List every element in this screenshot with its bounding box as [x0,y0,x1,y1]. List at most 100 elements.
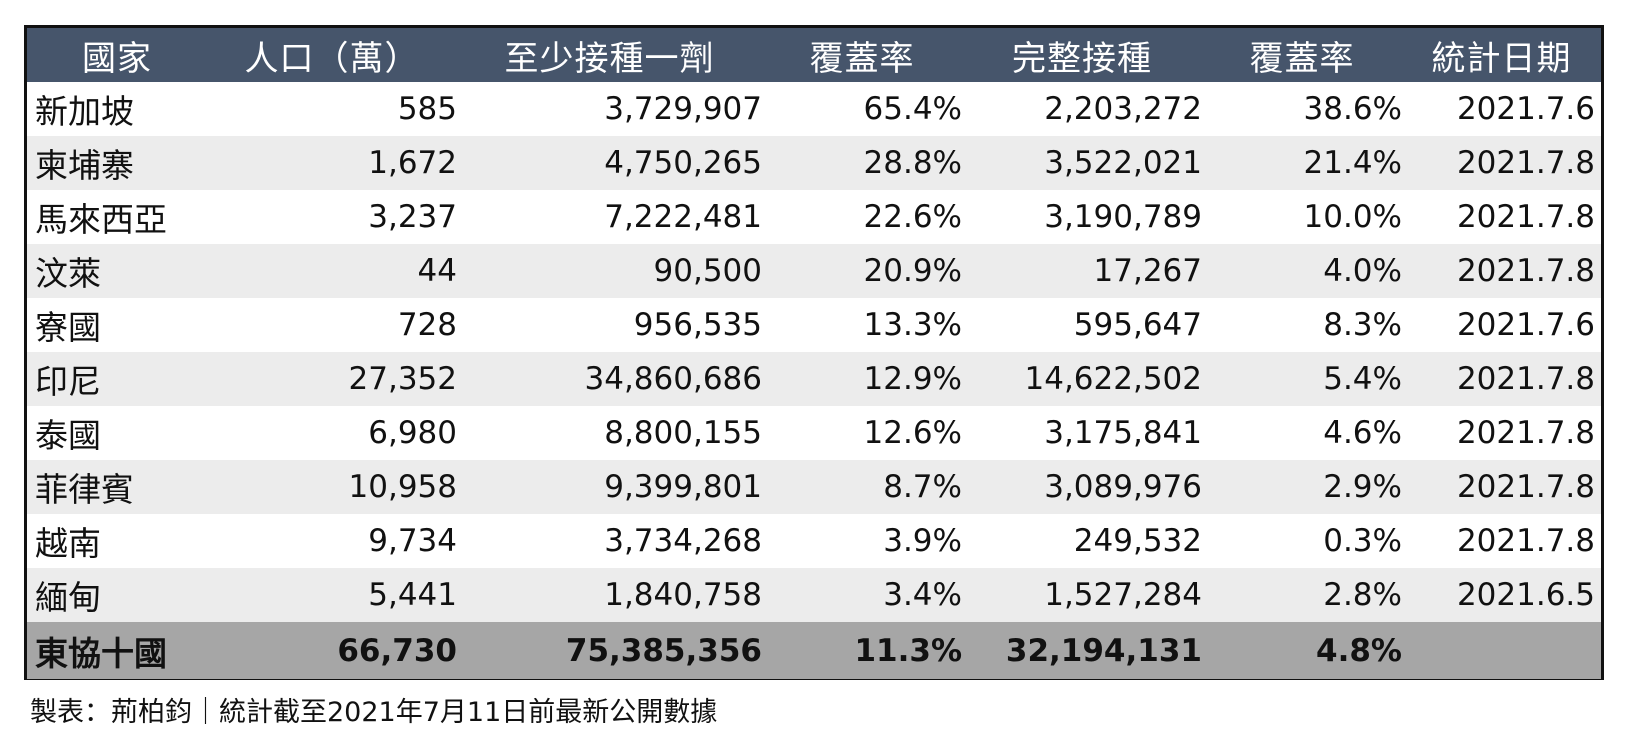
cell-at-least-one-dose: 34,860,686 [584,361,763,397]
cell-coverage-one-dose: 22.6% [863,199,962,235]
cell-at-least-one-dose: 4,750,265 [604,145,762,181]
header-coverage-full: 覆蓋率 [1249,38,1355,79]
table-caption: 製表：荊柏鈞｜統計截至2021年7月11日前最新公開數據 [30,697,718,728]
cell-fully-vaccinated: 17,267 [1093,253,1202,289]
table-row: 緬甸 5,441 1,840,758 3.4% 1,527,284 2.8% 2021.6.… [27,568,1601,622]
cell-coverage-one-dose: 3.9% [883,523,962,559]
cell-population: 27,352 [348,361,457,397]
cell-population: 3,237 [368,199,457,235]
cell-coverage-full: 10.0% [1303,199,1402,235]
header-population: 人口（萬） [244,38,420,79]
cell-fully-vaccinated: 3,190,789 [1044,199,1202,235]
table-row: 泰國 6,980 8,800,155 12.6% 3,175,841 4.6% 2021.7… [27,406,1601,460]
cell-coverage-full: 21.4% [1303,145,1402,181]
total-row: 東協十國 66,730 75,385,356 11.3% 32,194,131 … [27,622,1601,679]
cell-at-least-one-dose: 90,500 [653,253,762,289]
cell-coverage-full: 4.6% [1323,415,1402,451]
table-row: 寮國 728 956,535 13.3% 595,647 8.3% 2021.7.6 [27,298,1601,352]
cell-population: 585 [397,91,457,127]
cell-coverage-full: 2.9% [1323,469,1402,505]
cell-country: 泰國 [35,416,101,455]
cell-coverage-full: 4.0% [1323,253,1402,289]
cell-at-least-one-dose: 9,399,801 [604,469,762,505]
cell-country: 寮國 [35,308,101,347]
table-header: 國家 人口（萬） 至少接種一劑 覆蓋率 完整接種 覆蓋率 統計日期 [27,28,1601,82]
cell-fully-vaccinated: 1,527,284 [1044,577,1202,613]
cell-coverage-one-dose: 28.8% [863,145,962,181]
cell-population: 1,672 [368,145,457,181]
table-row: 馬來西亞 3,237 7,222,481 22.6% 3,190,789 10.0% 202… [27,190,1601,244]
cell-stat-date: 2021.7.8 [1456,361,1595,397]
cell-population: 9,734 [368,523,457,559]
header-country: 國家 [82,38,152,79]
cell-coverage-one-dose: 8.7% [883,469,962,505]
cell-stat-date: 2021.6.5 [1456,577,1595,613]
cell-coverage-full: 38.6% [1303,91,1402,127]
cell-fully-vaccinated: 3,522,021 [1044,145,1202,181]
cell-coverage-one-dose: 65.4% [863,91,962,127]
cell-stat-date: 2021.7.6 [1456,91,1595,127]
total-stat-date [1402,622,1601,679]
cell-coverage-one-dose: 12.9% [863,361,962,397]
cell-at-least-one-dose: 8,800,155 [604,415,762,451]
cell-country: 馬來西亞 [35,200,167,239]
table-row: 柬埔寨 1,672 4,750,265 28.8% 3,522,021 21.4% 2021… [27,136,1601,190]
total-at-least-one-dose: 75,385,356 [565,632,762,669]
table-footer: 東協十國 66,730 75,385,356 11.3% 32,194,131 … [27,622,1601,679]
cell-stat-date: 2021.7.8 [1456,415,1595,451]
header-row: 國家 人口（萬） 至少接種一劑 覆蓋率 完整接種 覆蓋率 統計日期 [27,28,1601,82]
cell-at-least-one-dose: 1,840,758 [604,577,762,613]
cell-coverage-full: 0.3% [1323,523,1402,559]
total-coverage-one-dose: 11.3% [854,632,962,669]
cell-at-least-one-dose: 7,222,481 [604,199,762,235]
cell-stat-date: 2021.7.8 [1456,523,1595,559]
cell-stat-date: 2021.7.8 [1456,199,1595,235]
header-fully-vaccinated: 完整接種 [1012,38,1152,79]
cell-coverage-one-dose: 20.9% [863,253,962,289]
cell-population: 10,958 [348,469,457,505]
table-row: 印尼 27,352 34,860,686 12.9% 14,622,502 5.4% 202… [27,352,1601,406]
cell-country: 緬甸 [35,578,101,617]
total-label: 東協十國 [35,633,167,673]
cell-at-least-one-dose: 3,729,907 [604,91,762,127]
cell-coverage-one-dose: 3.4% [883,577,962,613]
table-row: 汶萊 44 90,500 20.9% 17,267 4.0% 2021.7.8 [27,244,1601,298]
cell-population: 6,980 [368,415,457,451]
cell-coverage-full: 8.3% [1323,307,1402,343]
cell-at-least-one-dose: 956,535 [633,307,762,343]
cell-fully-vaccinated: 595,647 [1073,307,1202,343]
table-row: 新加坡 585 3,729,907 65.4% 2,203,272 38.6% 2021.7… [27,82,1601,136]
cell-population: 44 [417,253,457,289]
cell-coverage-full: 2.8% [1323,577,1402,613]
header-at-least-one-dose: 至少接種一劑 [504,38,715,79]
cell-stat-date: 2021.7.8 [1456,253,1595,289]
cell-fully-vaccinated: 249,532 [1073,523,1202,559]
cell-at-least-one-dose: 3,734,268 [604,523,762,559]
cell-country: 汶萊 [35,254,101,293]
cell-fully-vaccinated: 3,089,976 [1044,469,1202,505]
header-coverage-one-dose: 覆蓋率 [809,38,915,79]
table-row: 菲律賓 10,958 9,399,801 8.7% 3,089,976 2.9% 2021.… [27,460,1601,514]
cell-coverage-full: 5.4% [1323,361,1402,397]
header-stat-date: 統計日期 [1431,38,1572,79]
total-fully-vaccinated: 32,194,131 [1005,632,1202,669]
cell-country: 印尼 [35,362,101,401]
cell-country: 柬埔寨 [35,146,134,185]
cell-fully-vaccinated: 14,622,502 [1024,361,1203,397]
cell-stat-date: 2021.7.6 [1456,307,1595,343]
cell-country: 菲律賓 [35,470,134,509]
cell-population: 728 [397,307,457,343]
vaccination-table-frame: 國家 人口（萬） 至少接種一劑 覆蓋率 完整接種 覆蓋率 統計日期 新加坡 585… [24,25,1604,680]
cell-fully-vaccinated: 3,175,841 [1044,415,1202,451]
total-coverage-full: 4.8% [1316,632,1402,669]
cell-stat-date: 2021.7.8 [1456,145,1595,181]
cell-coverage-one-dose: 12.6% [863,415,962,451]
cell-country: 新加坡 [35,92,134,131]
table-row: 越南 9,734 3,734,268 3.9% 249,532 0.3% 2021.7.8 [27,514,1601,568]
total-population: 66,730 [337,632,457,669]
cell-coverage-one-dose: 13.3% [863,307,962,343]
cell-fully-vaccinated: 2,203,272 [1044,91,1202,127]
cell-country: 越南 [35,524,101,563]
vaccination-table: 國家 人口（萬） 至少接種一劑 覆蓋率 完整接種 覆蓋率 統計日期 新加坡 585… [27,28,1601,679]
cell-stat-date: 2021.7.8 [1456,469,1595,505]
